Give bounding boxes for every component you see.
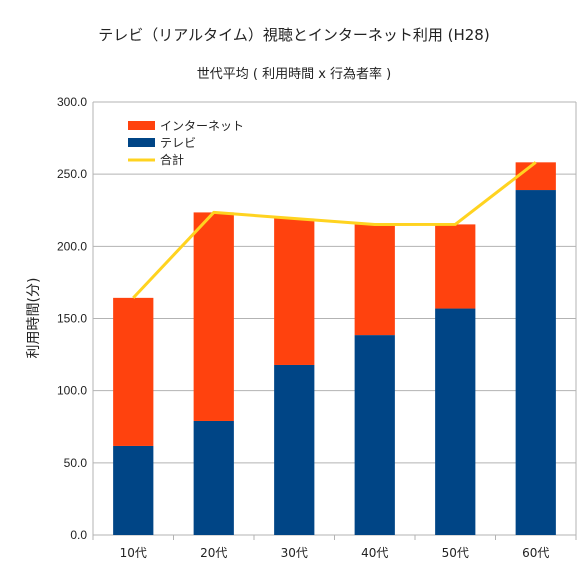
x-tick-label: 40代 (361, 546, 388, 560)
legend-label: 合計 (160, 152, 184, 167)
legend-swatch (128, 138, 155, 147)
legend-label: テレビ (160, 136, 196, 150)
total-line-path (132, 161, 537, 299)
y-tick-label: 50.0 (64, 456, 88, 470)
x-tick-label: 30代 (281, 546, 308, 560)
y-tick-label: 150.0 (57, 312, 87, 326)
axes: 0.0 50.0 100.0 150.0 200.0 250.0 300.0 10代 20代 30… (57, 95, 577, 560)
chart-subtitle: 世代平均 ( 利用時間 x 行為者率 ) (196, 67, 392, 82)
bar-segment-internet (354, 224, 395, 336)
y-tick-label: 250.0 (57, 167, 87, 181)
bar-segment-tv (274, 364, 315, 535)
bar-segment-internet (274, 218, 315, 365)
y-tick-label: 200.0 (57, 239, 87, 253)
legend-label: インターネット (160, 119, 244, 133)
y-tick-label: 300.0 (57, 95, 87, 109)
x-tick-label: 20代 (200, 546, 227, 560)
bar-segment-internet (193, 212, 234, 421)
bars (113, 162, 556, 535)
bar-segment-internet (515, 162, 556, 191)
total-line (132, 161, 537, 299)
y-axis-label: 利用時間(分) (26, 278, 42, 359)
y-tick-label: 0.0 (70, 528, 87, 542)
x-tick-label: 60代 (522, 546, 549, 560)
bar-segment-tv (113, 445, 154, 535)
x-tick-label: 10代 (120, 546, 147, 560)
bar-segment-tv (435, 308, 476, 535)
bar-segment-tv (354, 335, 395, 535)
bar-segment-tv (193, 420, 234, 535)
bar-segment-internet (435, 224, 476, 309)
x-tick-label: 50代 (442, 546, 469, 560)
chart-title: テレビ（リアルタイム）視聴とインターネット利用 (H28) (98, 26, 490, 44)
bar-segment-internet (113, 297, 154, 446)
y-tick-label: 100.0 (57, 384, 87, 398)
legend-swatch (128, 121, 155, 130)
bar-segment-tv (515, 190, 556, 535)
